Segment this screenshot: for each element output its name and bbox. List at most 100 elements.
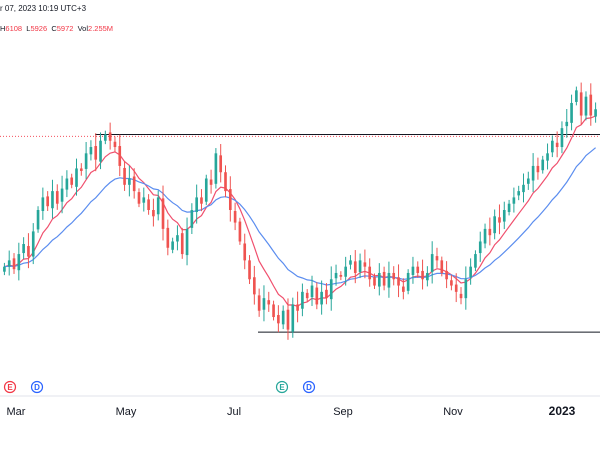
candle — [402, 278, 405, 300]
dividend-event-badge[interactable]: D — [30, 380, 44, 394]
candle-body — [180, 233, 184, 255]
candle — [575, 86, 578, 106]
earnings-event-badge[interactable]: E — [275, 380, 289, 394]
candle-body — [277, 315, 280, 324]
candle — [358, 253, 362, 279]
candle-body — [551, 140, 554, 153]
candle — [142, 187, 146, 212]
candle-body — [281, 310, 285, 325]
candle-body — [200, 197, 203, 204]
candle — [3, 262, 6, 276]
candle-body — [195, 197, 198, 213]
candle-body — [89, 147, 93, 155]
candle-body — [156, 197, 160, 215]
candle — [450, 274, 453, 291]
candle — [156, 190, 160, 221]
candle — [137, 188, 141, 208]
candle — [209, 169, 213, 194]
candle — [541, 155, 545, 174]
event-badge-label: D — [306, 383, 312, 392]
candle-body — [161, 198, 165, 229]
candle-body — [498, 217, 501, 223]
event-badge-circle — [275, 380, 289, 394]
candle-body — [353, 261, 357, 273]
candle — [113, 136, 117, 152]
close-value: 5972 — [56, 24, 74, 33]
candle-body — [344, 266, 347, 277]
candle-body — [584, 96, 588, 116]
candle — [99, 132, 102, 170]
candle-body — [291, 304, 295, 332]
candle — [291, 297, 295, 338]
candle — [224, 165, 227, 198]
candle — [238, 217, 242, 245]
candle-body — [118, 146, 122, 166]
candle — [108, 122, 112, 150]
high-label: H — [0, 24, 6, 33]
candle-body — [363, 262, 367, 267]
candle — [560, 121, 564, 154]
candle — [228, 176, 232, 222]
candle-body — [310, 285, 314, 298]
candle-body — [286, 309, 290, 330]
candle-body — [565, 121, 569, 127]
candle — [36, 206, 40, 233]
candle-body — [152, 210, 155, 217]
candle — [104, 130, 107, 145]
x-tick-label: May — [116, 406, 137, 418]
candle-body — [450, 280, 453, 286]
candle — [200, 189, 203, 212]
candle — [277, 305, 280, 333]
candle — [51, 179, 54, 219]
candle — [257, 288, 261, 317]
candle — [464, 266, 468, 310]
candle-body — [325, 289, 328, 299]
close-label: C — [51, 24, 57, 33]
candle-body — [104, 134, 107, 141]
candle-body — [334, 272, 338, 279]
event-badge-circle — [302, 380, 316, 394]
candle-body — [329, 279, 333, 300]
candle — [406, 269, 410, 295]
volume-label: Vol — [77, 24, 89, 33]
candle-body — [536, 165, 540, 173]
candle — [243, 233, 247, 270]
candle — [123, 161, 126, 191]
candle-body — [464, 279, 468, 299]
candle-body — [445, 270, 448, 280]
candle — [392, 266, 396, 286]
candle-body — [546, 153, 549, 161]
candle — [546, 143, 549, 170]
candle-body — [79, 168, 83, 171]
candle-body — [204, 178, 208, 202]
candle-body — [12, 258, 16, 270]
candle-body — [526, 178, 530, 184]
candle — [416, 261, 420, 278]
earnings-event-badge[interactable]: E — [3, 380, 17, 394]
candle-body — [55, 191, 59, 204]
candle-body — [440, 260, 444, 273]
candle — [281, 305, 285, 330]
candle-body — [17, 254, 21, 271]
candle — [166, 219, 170, 256]
candle-body — [411, 266, 415, 275]
candle — [315, 282, 319, 310]
candle-body — [137, 192, 141, 204]
candle — [214, 148, 218, 189]
candle — [377, 263, 381, 296]
candle — [502, 201, 506, 230]
candle — [267, 291, 271, 312]
candle-body — [108, 132, 112, 141]
dividend-event-badge[interactable]: D — [302, 380, 316, 394]
candle — [17, 242, 21, 281]
candle-body — [493, 216, 496, 234]
candle — [483, 223, 487, 249]
candle — [310, 275, 314, 306]
candle-body — [349, 260, 352, 265]
candle — [27, 233, 30, 269]
candle-body — [176, 235, 179, 242]
candle — [253, 265, 256, 305]
candle-body — [502, 210, 506, 222]
candle-body — [339, 274, 343, 277]
